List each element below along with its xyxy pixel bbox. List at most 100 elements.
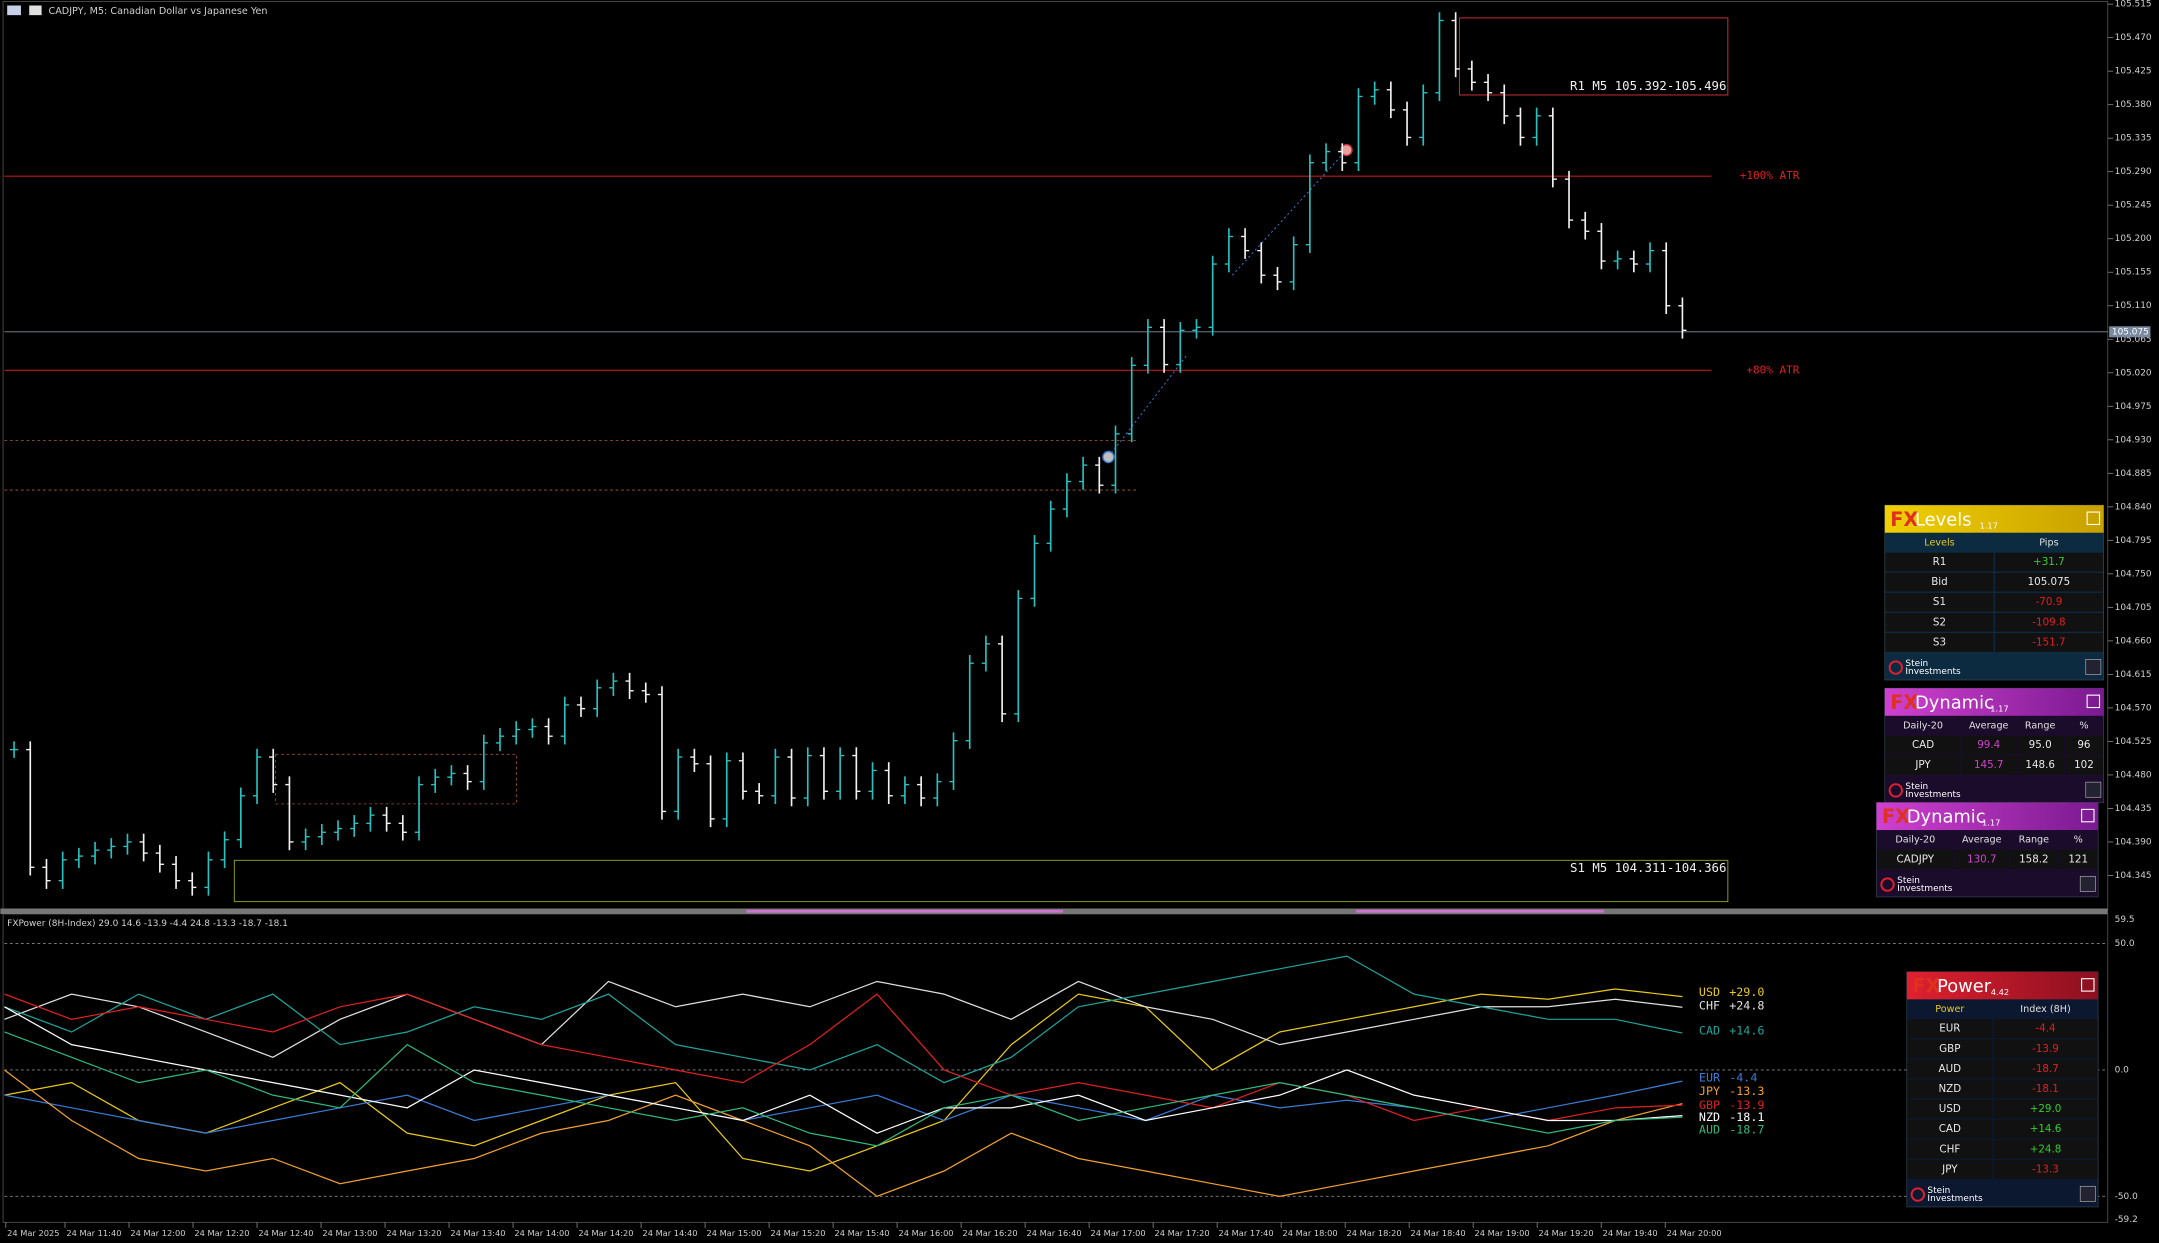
time-label: 24 Mar 17:40 — [1219, 1228, 1274, 1238]
candle — [1127, 357, 1136, 443]
candle — [90, 841, 100, 865]
candle — [317, 824, 326, 846]
price-tick-label: 104.480 — [2115, 770, 2152, 780]
entry-marker[interactable] — [1102, 450, 1115, 464]
candle — [917, 776, 926, 807]
tool-button[interactable] — [2085, 659, 2102, 675]
candle — [1257, 242, 1266, 284]
candle — [204, 851, 213, 896]
candle — [398, 815, 407, 841]
legend-name: JPY — [1699, 1084, 1720, 1098]
atr-label: +80% ATR — [1746, 363, 1799, 376]
price-tick-label: 104.390 — [2115, 837, 2152, 847]
candle — [657, 686, 667, 820]
tool-button[interactable] — [2079, 875, 2096, 892]
candle — [1678, 297, 1687, 339]
candle — [560, 696, 569, 745]
candle — [1597, 223, 1606, 270]
panel-header — [1884, 505, 2104, 533]
candle — [641, 682, 650, 703]
cell-text: 130.7 — [1967, 853, 1997, 865]
tool-button[interactable] — [2085, 781, 2102, 798]
panel-version: 1.17 — [1990, 703, 2008, 713]
candle — [949, 732, 958, 790]
trend-dots — [1231, 149, 1347, 276]
cell-text: EUR — [1939, 1023, 1960, 1035]
legend-name: CHF — [1699, 999, 1720, 1013]
panel-header — [1906, 971, 2099, 1000]
cell — [1885, 735, 1961, 755]
cell — [1993, 1139, 2098, 1159]
candle — [350, 815, 359, 837]
column-header: Range — [2019, 835, 2050, 846]
price-tick-label: 104.885 — [2115, 469, 2152, 479]
candle — [868, 762, 877, 800]
cell — [1907, 1159, 1993, 1179]
legend-name: AUD — [1699, 1123, 1720, 1137]
power-line — [4, 1080, 1683, 1134]
menu-button[interactable] — [2081, 808, 2095, 823]
logo — [1888, 660, 1903, 675]
column-header: % — [2079, 720, 2088, 731]
menu-button[interactable] — [2086, 694, 2101, 709]
price-tick-label: 104.525 — [2115, 737, 2152, 747]
legend-name: CAD — [1699, 1024, 1720, 1038]
price-tick-label: 105.155 — [2115, 268, 2152, 278]
indicator-tick-label: -50.0 — [2115, 1192, 2138, 1202]
menu-button[interactable] — [2086, 511, 2101, 526]
candle — [965, 654, 974, 749]
price-tick-label: 104.345 — [2115, 871, 2152, 881]
cell — [1907, 1059, 1993, 1079]
time-label: 24 Mar 15:00 — [706, 1228, 761, 1238]
candle — [1321, 143, 1331, 172]
window-icon[interactable] — [7, 5, 21, 16]
cell — [1907, 1079, 1993, 1099]
cell — [1907, 1019, 1993, 1039]
candle — [447, 765, 456, 786]
dotted-box — [275, 753, 517, 805]
time-label: 24 Mar 14:40 — [642, 1228, 697, 1238]
candle — [1402, 101, 1412, 146]
candle — [981, 635, 991, 672]
cell-text: +24.8 — [2030, 1143, 2062, 1155]
panel-name: Power — [1937, 976, 1992, 997]
cell — [1907, 1039, 1993, 1059]
candle — [1240, 228, 1250, 259]
legend-value: -18.7 — [1729, 1123, 1764, 1137]
chart-icon[interactable] — [29, 5, 42, 16]
column-header: Daily-20 — [1903, 720, 1943, 731]
logo — [1888, 783, 1903, 798]
time-label: 24 Mar 14:20 — [578, 1228, 633, 1238]
candle — [738, 752, 748, 800]
indicator-tick-label: 50.0 — [2115, 939, 2135, 949]
panel-version: 4.42 — [1991, 987, 2009, 997]
candle — [1159, 319, 1169, 373]
candle — [382, 806, 391, 832]
legend-value: -13.9 — [1729, 1098, 1764, 1112]
candle — [1548, 107, 1557, 188]
power-line — [4, 993, 1683, 1122]
column-header: Daily-20 — [1895, 835, 1935, 846]
cell — [1907, 1139, 1993, 1159]
candle — [1095, 456, 1104, 494]
cell-text: -151.7 — [2032, 636, 2065, 648]
cell — [1994, 592, 2103, 612]
cell — [1885, 755, 1961, 775]
time-label: 24 Mar 20:00 — [1667, 1228, 1722, 1238]
price-tick-label: 104.840 — [2115, 502, 2152, 512]
column-header: Average — [1969, 720, 2009, 731]
exit-marker[interactable] — [1340, 143, 1353, 157]
cell-text: Bid — [1931, 576, 1948, 588]
tool-button[interactable] — [2079, 1185, 2096, 1202]
price-tick-label: 105.200 — [2115, 234, 2152, 244]
legend-value: +29.0 — [1729, 985, 1764, 999]
candle — [463, 765, 472, 790]
cell-text: -109.8 — [2032, 616, 2065, 628]
brand: FX — [1912, 974, 1940, 997]
indicator-tick-label: 0.0 — [2115, 1065, 2130, 1075]
menu-button[interactable] — [2081, 978, 2095, 992]
cell-text: -4.4 — [2035, 1023, 2055, 1035]
time-label: 24 Mar 2025 — [7, 1228, 59, 1238]
